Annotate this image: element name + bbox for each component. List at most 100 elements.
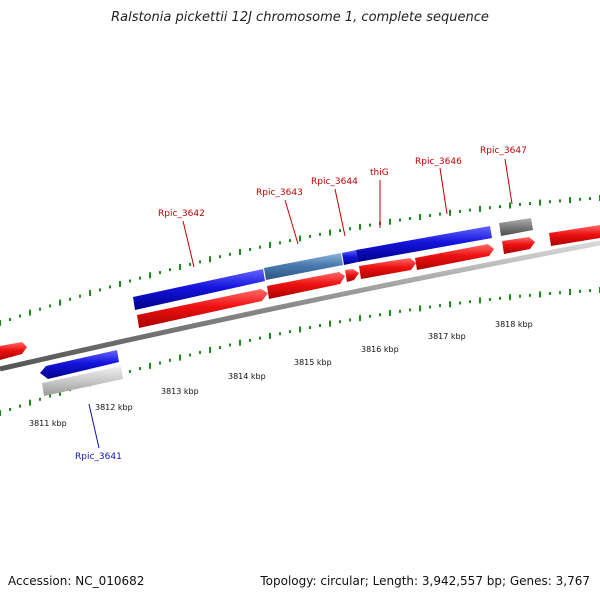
cds-right-edge[interactable] (549, 225, 600, 246)
minor-tick (139, 276, 141, 280)
minor-tick (189, 353, 191, 357)
label-rpic-3641: Rpic_3641 (75, 452, 122, 462)
cds-thig[interactable] (359, 258, 416, 279)
scale-label-3818: 3818 kbp (495, 320, 533, 329)
cds-rpic-3644[interactable] (345, 269, 359, 282)
major-tick (329, 320, 331, 327)
major-tick (149, 272, 151, 279)
gene-rpic-3647[interactable] (499, 218, 533, 236)
major-tick (0, 410, 1, 416)
scale-label-3814: 3814 kbp (228, 372, 266, 381)
major-tick (419, 214, 421, 220)
minor-tick (579, 197, 581, 201)
minor-tick (219, 346, 221, 349)
minor-tick (9, 408, 11, 411)
minor-tick (589, 289, 591, 293)
minor-tick (349, 318, 351, 322)
scale-label-3811: 3811 kbp (29, 419, 67, 428)
major-tick (149, 362, 151, 369)
scale-label-3815: 3815 kbp (294, 358, 332, 367)
minor-tick (19, 404, 21, 408)
major-tick (359, 223, 361, 230)
minor-tick (309, 326, 311, 329)
minor-tick (249, 338, 251, 342)
major-tick (509, 294, 511, 301)
minor-tick (249, 248, 251, 251)
minor-tick (519, 203, 521, 206)
cds-arrow-left-edge[interactable] (0, 342, 27, 360)
cds-rpic-3642[interactable] (137, 289, 268, 328)
label-thig: thiG (370, 168, 389, 178)
major-tick (419, 305, 421, 312)
minor-tick (259, 336, 261, 340)
minor-tick (159, 361, 161, 365)
major-tick (329, 229, 331, 236)
major-tick (89, 290, 91, 296)
minor-tick (439, 212, 441, 216)
minor-tick (189, 262, 191, 266)
minor-tick (589, 197, 591, 201)
minor-tick (159, 271, 161, 274)
chromosome-backbone (0, 240, 600, 372)
major-tick (269, 242, 271, 248)
cds-rpic-3646[interactable] (415, 244, 494, 270)
minor-tick (469, 208, 471, 212)
minor-tick (199, 350, 201, 354)
minor-tick (549, 292, 551, 295)
minor-tick (429, 305, 431, 309)
major-tick (539, 291, 541, 298)
cds-rpic-3643[interactable] (267, 272, 345, 299)
scale-label-3816: 3816 kbp (361, 345, 399, 354)
minor-tick (409, 217, 411, 220)
minor-tick (469, 300, 471, 304)
minor-tick (279, 332, 281, 336)
gene-rpic-3644[interactable] (342, 250, 358, 265)
minor-tick (9, 318, 11, 321)
cds-rpic-3647[interactable] (502, 237, 535, 254)
minor-tick (289, 239, 291, 243)
major-tick (449, 209, 451, 216)
minor-tick (319, 324, 321, 327)
scale-label-3812: 3812 kbp (95, 403, 133, 412)
major-tick (359, 315, 361, 322)
lower-tick-row (0, 287, 600, 416)
major-tick (569, 289, 571, 295)
gene-rpic-3641-light[interactable] (42, 366, 123, 396)
label-rpic-3643: Rpic_3643 (256, 188, 303, 198)
minor-tick (49, 304, 51, 308)
minor-tick (319, 232, 321, 236)
major-tick (209, 346, 211, 353)
major-tick (29, 309, 31, 316)
gene-rpic-3643[interactable] (264, 253, 343, 280)
major-tick (299, 235, 301, 242)
minor-tick (39, 397, 41, 401)
minor-tick (109, 285, 111, 289)
minor-tick (579, 289, 581, 293)
minor-tick (309, 234, 311, 238)
gene-rpic-3642[interactable] (133, 269, 265, 310)
minor-tick (529, 293, 531, 297)
major-tick (269, 332, 271, 339)
major-tick (479, 205, 481, 212)
minor-tick (39, 307, 41, 311)
minor-tick (129, 279, 131, 283)
minor-tick (409, 308, 411, 312)
major-tick (449, 301, 451, 308)
major-tick (59, 299, 61, 306)
major-tick (389, 310, 391, 316)
major-tick (239, 248, 241, 255)
minor-tick (519, 294, 521, 298)
minor-tick (169, 358, 171, 362)
major-tick (509, 202, 511, 209)
minor-tick (199, 260, 201, 264)
minor-tick (489, 297, 491, 301)
minor-tick (369, 223, 371, 227)
minor-tick (129, 369, 131, 373)
minor-tick (279, 241, 281, 245)
major-tick (299, 326, 301, 333)
minor-tick (19, 314, 21, 318)
gene-rpic-3641[interactable] (40, 350, 119, 379)
gene-thig[interactable] (356, 226, 492, 262)
major-tick (239, 339, 241, 346)
